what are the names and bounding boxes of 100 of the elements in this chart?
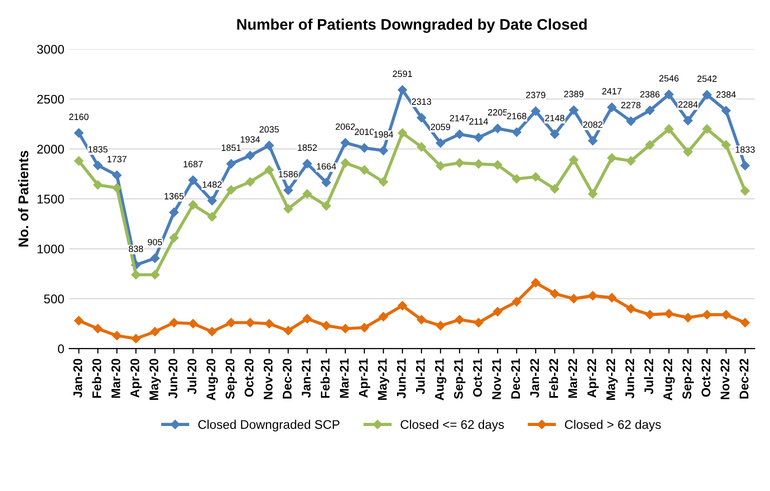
x-tick-label: Nov-21 [492,358,501,400]
point [378,146,388,156]
point [645,310,655,320]
point [626,304,636,314]
point [454,130,464,139]
point [340,324,350,334]
point [74,128,84,138]
point [378,312,388,322]
point [93,160,102,170]
point [702,124,712,134]
point [436,321,446,330]
point [322,321,331,330]
point [474,318,484,328]
point [302,314,312,324]
point [322,201,331,210]
data-label: 905 [148,238,162,246]
point [169,233,179,242]
point [702,90,712,100]
point [264,140,274,150]
x-tick-label: Apr-22 [587,358,599,398]
x-tick-label: Aug-22 [663,358,675,400]
point [569,105,578,115]
point [436,161,446,171]
point [93,180,102,190]
point [207,212,217,222]
point [226,159,236,168]
point [474,132,484,142]
point [626,116,636,126]
point [492,124,502,134]
y-tick-label: 2000 [37,144,64,154]
data-label: 2147 [450,114,470,122]
x-tick-label: Oct-20 [244,358,254,397]
point [340,158,350,168]
point [740,160,750,170]
x-tick-label: Jul-22 [644,358,654,394]
data-label: 1664 [316,163,336,170]
point [550,289,560,298]
point [683,147,693,157]
data-label: 2062 [336,123,355,130]
data-label: 1365 [164,193,184,200]
x-tick-label: Mar-20 [111,358,120,398]
point [416,142,426,152]
data-label: 2278 [621,102,641,108]
point [169,318,179,328]
point [588,189,598,198]
point [664,124,674,134]
point [207,327,217,336]
data-label: 2379 [526,92,546,98]
x-tick-label: Jun-20 [168,358,178,398]
x-tick-label: Jul-20 [187,358,196,394]
point [531,172,540,182]
data-label: 2168 [507,112,526,120]
point [284,326,293,336]
point [664,309,674,318]
x-tick-label: Oct-22 [702,358,710,397]
x-tick-label: May-21 [378,358,390,400]
data-label: 1852 [298,144,317,151]
x-tick-label: May-20 [149,358,161,400]
data-label: 2059 [430,124,450,130]
point [131,270,141,280]
point [150,327,160,336]
data-label: 2148 [545,114,564,122]
point [169,208,179,217]
point [683,313,693,322]
point [607,102,616,112]
x-tick-label: Nov-20 [264,358,273,400]
y-tick-label: 0 [58,344,64,354]
data-label: 2114 [469,118,488,125]
point [398,301,408,310]
point [492,307,502,316]
x-tick-label: Mar-22 [568,358,578,398]
data-label: 1687 [184,160,203,168]
point [645,106,655,116]
data-label: 1833 [736,146,755,153]
data-label: 838 [128,246,144,252]
x-tick-label: Aug-21 [434,358,446,400]
point [607,293,616,302]
x-tick-label: Sep-21 [454,358,466,399]
point [454,158,464,168]
point [302,189,312,198]
x-tick-label: Mar-21 [340,358,349,398]
point [246,318,255,328]
data-label: 2082 [583,121,602,128]
point [740,186,750,196]
legend-label: Closed > 62 days [564,420,661,432]
point [569,294,578,304]
x-tick-label: May-22 [606,358,618,400]
y-axis-title: No. of Patients [18,150,28,247]
x-tick-label: Dec-21 [511,358,520,398]
x-tick-label: Apr-20 [130,358,142,398]
point [626,156,636,166]
point [302,159,312,168]
point [264,319,274,328]
point [398,128,408,138]
data-label: 2386 [640,91,660,98]
data-label: 1482 [202,181,222,188]
point [112,170,122,180]
point [74,316,84,326]
point [340,138,350,148]
point [360,323,369,332]
